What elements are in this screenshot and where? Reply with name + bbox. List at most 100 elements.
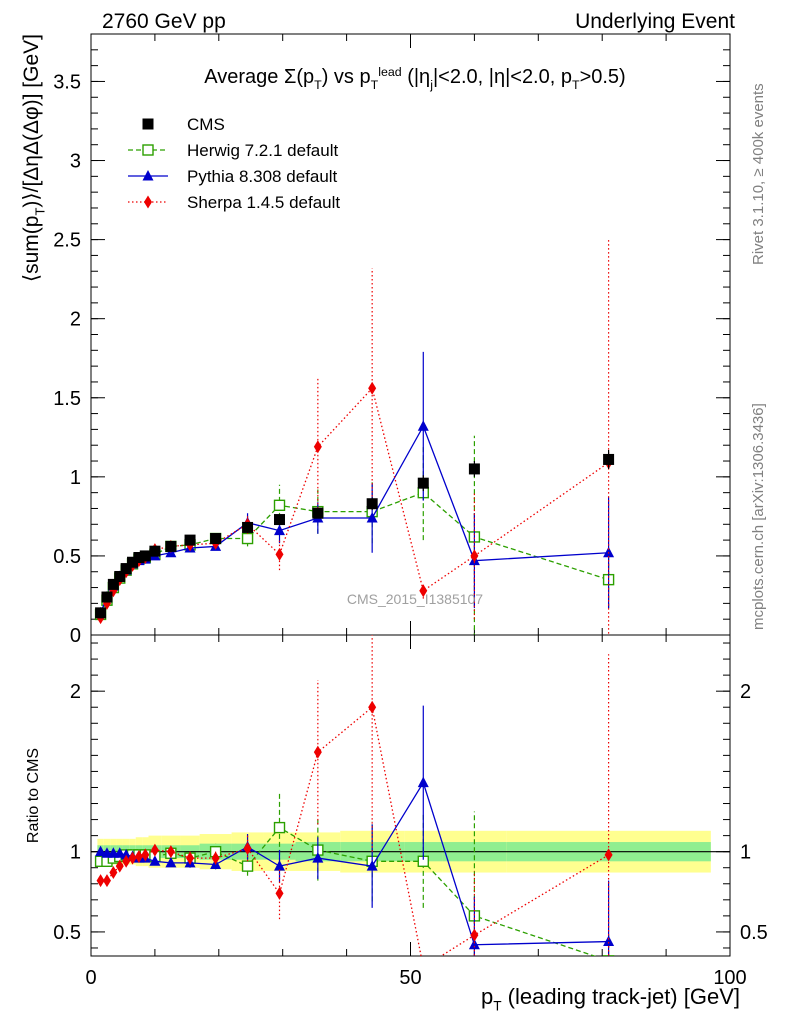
ratio-panel: 0.5 0.5 1 1 2 2 0 50 100 Ratio to CMS pT (leading … [25, 634, 768, 1014]
legend-label: Herwig 7.2.1 default [187, 141, 338, 160]
data-point-marker [127, 556, 139, 568]
data-point-marker [368, 381, 377, 395]
data-point-marker [419, 584, 428, 598]
text-part: lead [378, 65, 402, 79]
text-part: T [32, 208, 47, 216]
data-point-marker [107, 578, 119, 590]
text-part: vs p [328, 66, 370, 88]
data-point-marker [166, 845, 175, 859]
data-point-marker [241, 860, 254, 872]
data-point-marker [273, 821, 286, 834]
series-cms [95, 449, 615, 619]
x-tick-label: 0 [85, 967, 96, 989]
text-part: (|η [402, 66, 431, 88]
header-left: 2760 GeV pp [102, 10, 226, 33]
text-part: T [371, 78, 379, 92]
data-point-marker [139, 550, 151, 562]
text-part: (p [296, 66, 314, 88]
legend-label: CMS [187, 115, 225, 134]
data-point-marker [165, 540, 177, 552]
text-part: j [429, 78, 433, 92]
y-tick-label: 3.5 [53, 71, 81, 93]
y-tick-label: 3 [70, 151, 81, 173]
data-point-marker [603, 453, 615, 465]
y-tick-label: 1 [70, 842, 81, 864]
mcplots-reference-label: mcplots.cern.ch [arXiv:1306.3436] [750, 403, 767, 630]
legend-label: Pythia 8.308 default [187, 167, 338, 186]
text-part: ) [322, 66, 329, 88]
data-point-marker [313, 745, 322, 759]
data-point-marker [273, 499, 286, 512]
y-tick-label: 2 [70, 309, 81, 331]
data-point-marker [128, 851, 137, 865]
y-tick-label-right: 1 [740, 842, 751, 864]
data-point-marker [603, 546, 615, 558]
text-part: (leading track-jet) [GeV] [502, 984, 740, 1009]
data-point-marker [275, 547, 284, 561]
text-part: ⟨sum(p [20, 216, 43, 283]
data-point-marker [274, 860, 286, 871]
text-part: T [572, 78, 580, 92]
data-point-marker [470, 549, 479, 563]
main-panel: 0 0.5 1 1.5 2 2.5 3 3.5 CMS Herwig 7.2.1 default P… [20, 33, 731, 647]
y-tick-label-right: 0.5 [740, 922, 768, 944]
data-point-marker [95, 845, 107, 857]
data-point-marker [417, 420, 429, 431]
data-point-marker [470, 928, 479, 942]
data-point-marker [366, 860, 378, 871]
data-point-marker [366, 511, 378, 523]
data-point-marker [468, 463, 480, 475]
y-tick-label: 2.5 [53, 230, 81, 252]
y-tick-label: 0.5 [53, 546, 81, 568]
data-point-marker [417, 776, 429, 788]
data-point-marker [96, 874, 105, 888]
x-tick-label: 100 [713, 967, 746, 989]
data-point-marker [102, 874, 111, 888]
data-point-marker [142, 144, 154, 156]
data-point-marker [274, 524, 286, 536]
data-point-marker [144, 195, 152, 209]
text-part: >0.5) [580, 66, 626, 88]
data-point-marker [186, 851, 195, 865]
data-point-marker [184, 534, 196, 546]
x-axis-label: pT (leading track-jet) [GeV] [481, 984, 740, 1014]
data-point-marker [150, 843, 159, 857]
data-point-marker [468, 938, 480, 950]
text-part: p [481, 984, 493, 1009]
y-tick-label: 0 [70, 625, 81, 647]
y-tick-label: 1.5 [53, 388, 81, 410]
data-point-marker [366, 498, 378, 510]
text-part: |<2.0, |η|<2.0, p [433, 66, 572, 88]
data-point-marker [101, 591, 113, 603]
data-point-marker [142, 118, 154, 130]
data-point-marker [241, 532, 254, 545]
data-point-marker [109, 866, 118, 880]
data-point-marker [141, 848, 150, 862]
header-right: Underlying Event [575, 10, 735, 33]
data-point-marker [243, 841, 252, 855]
text-part: Average [204, 66, 284, 88]
y-tick-label: 2 [70, 681, 81, 703]
data-point-marker [149, 545, 161, 557]
x-tick-label: 50 [399, 967, 421, 989]
data-point-marker [603, 935, 615, 947]
data-point-marker [95, 607, 107, 619]
data-point-marker [120, 563, 132, 575]
data-point-marker [149, 855, 161, 866]
data-point-marker [417, 477, 429, 489]
data-point-marker [114, 570, 126, 582]
data-point-marker [210, 533, 222, 545]
y-axis-label: ⟨sum(pT)⟩/[ΔηΔ(Δφ)] [GeV] [20, 34, 47, 282]
data-point-marker [165, 856, 177, 868]
analysis-watermark: CMS_2015_I1385107 [347, 591, 483, 607]
data-point-marker [142, 170, 154, 181]
y-tick-label-right: 2 [740, 681, 751, 703]
plot-title: Average Σ(pT) vs pTlead (|ηj|<2.0, |η|<2… [204, 65, 625, 92]
data-point-marker [122, 854, 131, 868]
ratio-y-axis-label: Ratio to CMS [25, 748, 42, 843]
data-point-marker [242, 521, 254, 533]
legend-label: Sherpa 1.4.5 default [187, 193, 340, 212]
data-point-marker [133, 552, 145, 564]
data-point-marker [312, 507, 324, 519]
